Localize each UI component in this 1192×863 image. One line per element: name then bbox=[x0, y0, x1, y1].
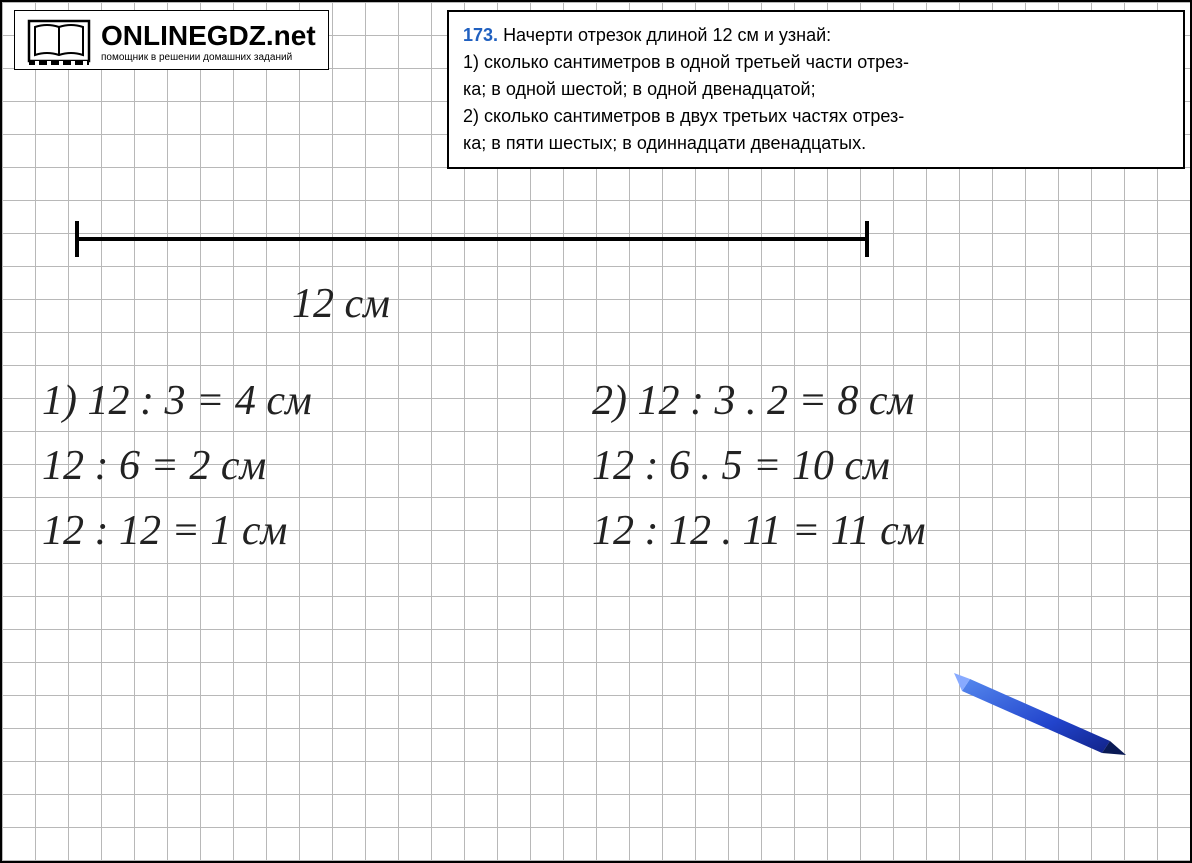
logo-box: ONLINEGDZ.net помощник в решении домашни… bbox=[14, 10, 329, 70]
work-right-1: 2) 12 : 3 . 2 = 8 см bbox=[592, 377, 914, 425]
problem-line2: 1) сколько сантиметров в одной третьей ч… bbox=[463, 52, 909, 72]
work-left-2: 12 : 6 = 2 см bbox=[42, 442, 266, 490]
problem-statement: 173. Начерти отрезок длиной 12 см и узна… bbox=[447, 10, 1185, 169]
problem-line4: 2) сколько сантиметров в двух третьих ча… bbox=[463, 106, 904, 126]
book-icon bbox=[27, 17, 91, 65]
segment-tick-right bbox=[865, 221, 869, 257]
work-right-2: 12 : 6 . 5 = 10 см bbox=[592, 442, 890, 490]
problem-line3: ка; в одной шестой; в одной двенадцатой; bbox=[463, 79, 816, 99]
segment-tick-left bbox=[75, 221, 79, 257]
pencil-icon bbox=[950, 671, 1130, 731]
problem-number: 173. bbox=[463, 25, 498, 45]
work-left-3: 12 : 12 = 1 см bbox=[42, 507, 287, 555]
problem-line5: ка; в пяти шестых; в одиннадцати двенадц… bbox=[463, 133, 866, 153]
segment-label: 12 см bbox=[292, 280, 390, 328]
work-left-1: 1) 12 : 3 = 4 см bbox=[42, 377, 312, 425]
logo-subtitle: помощник в решении домашних заданий bbox=[101, 52, 316, 63]
problem-line1: Начерти отрезок длиной 12 см и узнай: bbox=[503, 25, 831, 45]
work-right-3: 12 : 12 . 11 = 11 см bbox=[592, 507, 926, 555]
line-segment bbox=[77, 237, 867, 241]
logo-title: ONLINEGDZ.net bbox=[101, 20, 316, 52]
